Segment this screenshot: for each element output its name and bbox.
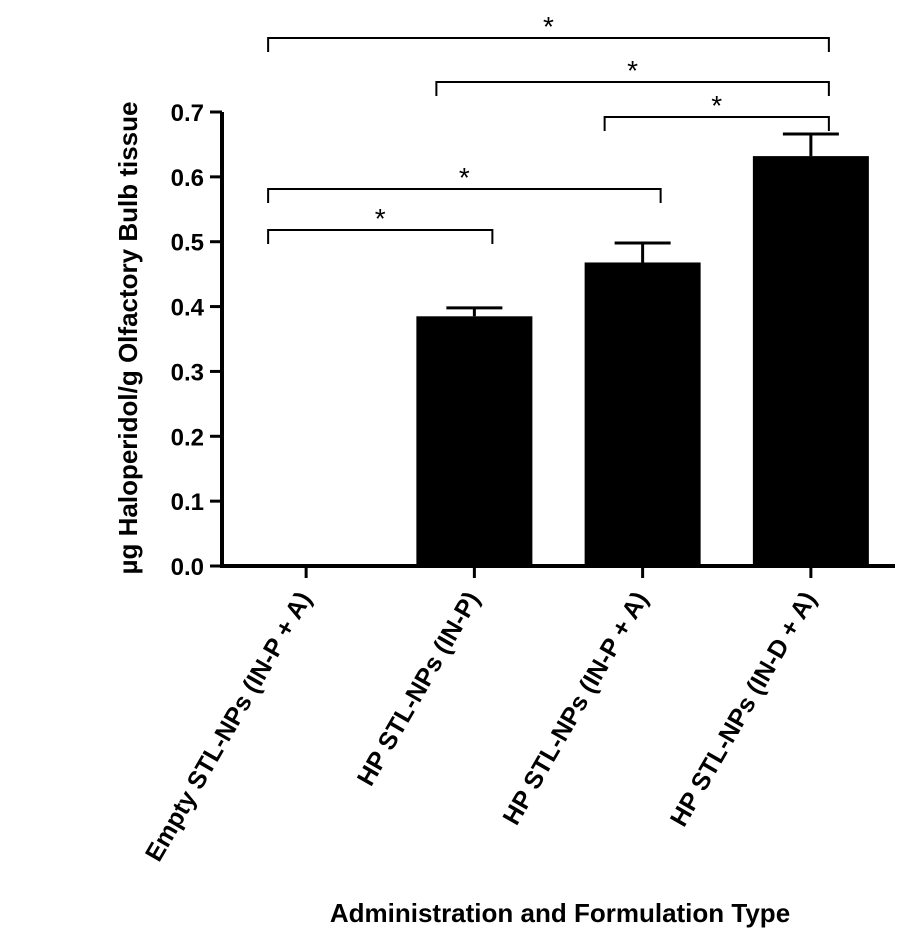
- y-tick-label: 0.7: [171, 100, 204, 127]
- x-category-label: HP STL-NPs (IN-P + A): [497, 587, 653, 830]
- significance-brackets: [267, 37, 830, 244]
- x-category-label: HP STL-NPs (IN-D + A): [665, 587, 822, 831]
- significance-star: *: [459, 162, 470, 193]
- significance-star: *: [375, 203, 386, 234]
- x-category-label: HP STL-NPs (IN-P): [352, 587, 486, 791]
- y-tick-label: 0.5: [171, 230, 204, 257]
- x-category-label: Empty STL-NPs (IN-P + A): [140, 587, 317, 866]
- significance-bracket: [267, 188, 662, 203]
- y-axis-title: µg Haloperidol/g Olfactory Bulb tissue: [113, 102, 143, 575]
- y-tick-label: 0.3: [171, 359, 204, 386]
- error-bars: [446, 132, 839, 317]
- y-tick-label: 0.6: [171, 165, 204, 192]
- significance-star: *: [543, 11, 554, 42]
- significance-star: *: [627, 55, 638, 86]
- bars: [416, 156, 869, 567]
- y-tick-label: 0.2: [171, 424, 204, 451]
- y-tick-label: 0.0: [171, 554, 204, 581]
- bar: [416, 316, 533, 566]
- bar: [584, 262, 701, 566]
- y-tick-label: 0.1: [171, 489, 204, 516]
- x-axis-title: Administration and Formulation Type: [330, 898, 790, 928]
- significance-star: *: [711, 90, 722, 121]
- significance-bracket: [267, 37, 830, 52]
- y-tick-label: 0.4: [171, 295, 205, 322]
- significance-bracket: [267, 229, 494, 244]
- bar: [752, 156, 869, 567]
- significance-bracket: [603, 116, 830, 131]
- significance-bracket: [435, 81, 830, 96]
